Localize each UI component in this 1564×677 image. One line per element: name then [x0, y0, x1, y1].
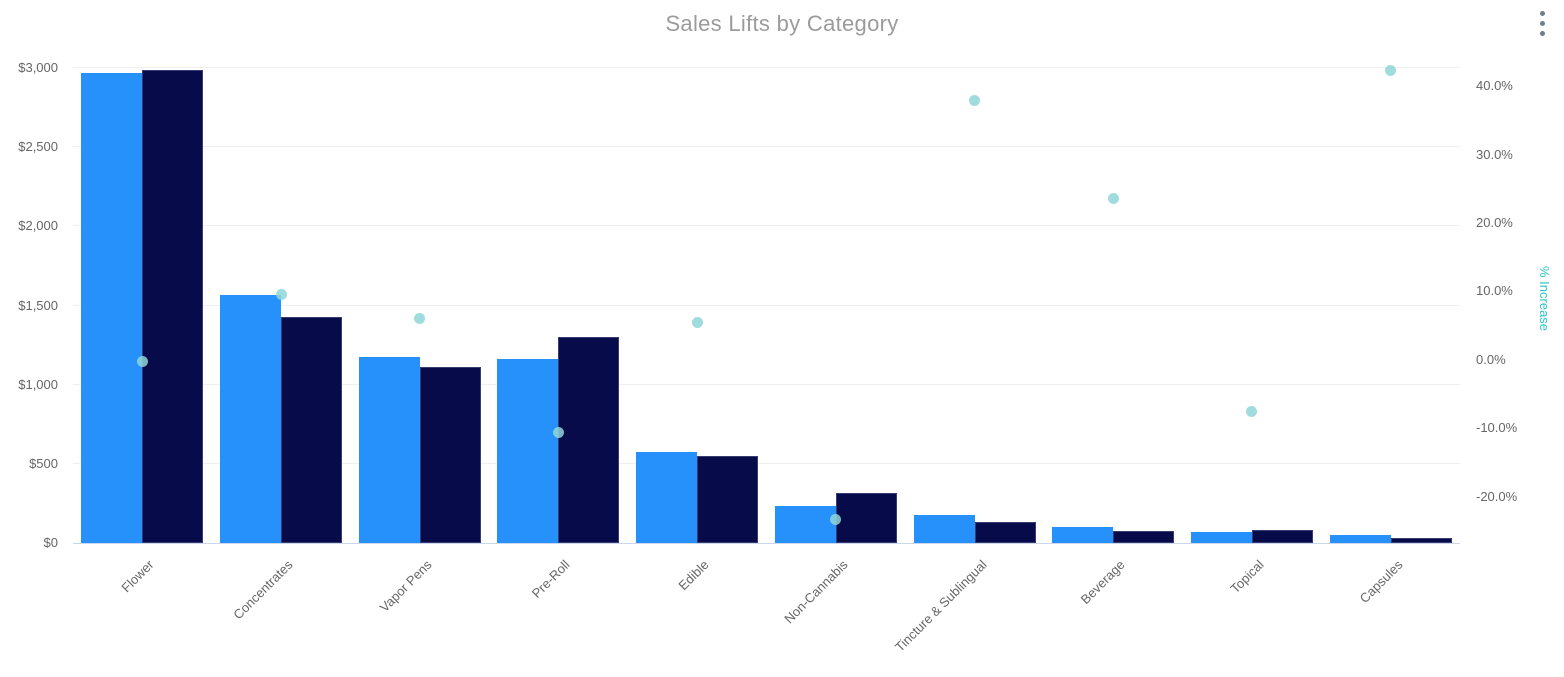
left-axis-tick-label: $3,000 [18, 60, 58, 75]
column-bar-sales-bars-light-blue[interactable] [1190, 531, 1252, 543]
scatter-point[interactable] [969, 94, 981, 106]
gridline [73, 146, 1460, 148]
right-axis-tick-label: 30.0% [1476, 146, 1513, 162]
column-bar-sales-bars-light-blue[interactable] [636, 451, 698, 543]
scatter-point[interactable] [414, 312, 426, 324]
column-bar-sales-bars-light-blue[interactable] [774, 505, 836, 543]
column-bar-sales-bars-navy[interactable] [142, 70, 204, 543]
x-axis-category-label: Flower [118, 557, 157, 596]
x-axis-category-label: Vapor Pens [376, 557, 435, 615]
right-axis-title: % Increase [1537, 266, 1552, 332]
column-bar-sales-bars-light-blue[interactable] [220, 295, 282, 543]
left-axis-tick-label: $1,500 [18, 297, 58, 313]
right-axis-tick-label: -10.0% [1476, 420, 1518, 436]
column-bar-sales-bars-navy[interactable] [697, 455, 759, 543]
kebab-menu-icon[interactable] [1535, 11, 1549, 36]
left-axis-tick-label: $500 [29, 455, 58, 471]
right-axis-tick-label: 40.0% [1476, 78, 1513, 94]
scatter-point[interactable] [136, 355, 148, 367]
gridline [73, 383, 1460, 385]
gridline [73, 462, 1460, 464]
chart-title: Sales Lifts by Category [665, 11, 899, 36]
x-axis-line [73, 543, 1460, 544]
x-axis-category-label: Edible [675, 557, 712, 594]
scatter-point[interactable] [830, 513, 842, 525]
gridline [73, 225, 1460, 227]
column-bar-sales-bars-light-blue[interactable] [1052, 527, 1114, 543]
scatter-point[interactable] [275, 288, 287, 300]
column-bar-sales-bars-light-blue[interactable] [358, 356, 420, 543]
scatter-point[interactable] [1107, 193, 1119, 205]
right-axis-tick-label: 0.0% [1476, 351, 1506, 367]
x-axis-category-label: Capsules [1356, 557, 1406, 606]
column-bar-sales-bars-navy[interactable] [281, 317, 343, 543]
gridline [73, 304, 1460, 306]
column-bar-sales-bars-light-blue[interactable] [1329, 535, 1391, 543]
column-bar-sales-bars-navy[interactable] [835, 493, 897, 543]
x-axis-category-label: Concentrates [230, 557, 296, 623]
column-bar-sales-bars-navy[interactable] [974, 522, 1036, 543]
scatter-point[interactable] [691, 317, 703, 329]
gridline [73, 67, 1460, 68]
x-axis-category-label: Topical [1227, 557, 1267, 597]
kebab-dot [1539, 21, 1545, 26]
scatter-point[interactable] [1385, 65, 1397, 77]
left-axis-tick-label: $0 [43, 535, 58, 550]
left-axis-tick-label: $2,500 [18, 139, 58, 155]
left-axis-tick-label: $1,000 [18, 376, 58, 392]
right-axis-tick-label: 10.0% [1476, 283, 1513, 299]
right-axis-tick-label: -20.0% [1476, 488, 1518, 504]
x-axis-category-label: Non-Cannabis [781, 557, 851, 627]
kebab-dot [1539, 11, 1545, 16]
kebab-dot [1539, 31, 1545, 36]
right-axis-tick-label: 20.0% [1476, 215, 1513, 231]
column-bar-sales-bars-light-blue[interactable] [497, 359, 559, 543]
column-bar-sales-bars-navy[interactable] [1113, 531, 1175, 543]
x-axis-category-label: Pre-Roll [529, 557, 574, 601]
x-axis-category-label: Beverage [1077, 557, 1128, 607]
column-bar-sales-bars-light-blue[interactable] [913, 515, 975, 543]
column-bar-sales-bars-navy[interactable] [419, 367, 481, 543]
scatter-point[interactable] [1246, 405, 1258, 417]
column-bar-sales-bars-navy[interactable] [558, 337, 620, 543]
column-bar-sales-bars-navy[interactable] [1390, 538, 1452, 543]
x-axis-category-label: Tincture & Sublingual [891, 557, 990, 655]
column-bar-sales-bars-navy[interactable] [1251, 529, 1313, 543]
left-axis-tick-label: $2,000 [18, 218, 58, 234]
column-bar-sales-bars-light-blue[interactable] [81, 72, 143, 543]
scatter-point[interactable] [552, 427, 564, 439]
